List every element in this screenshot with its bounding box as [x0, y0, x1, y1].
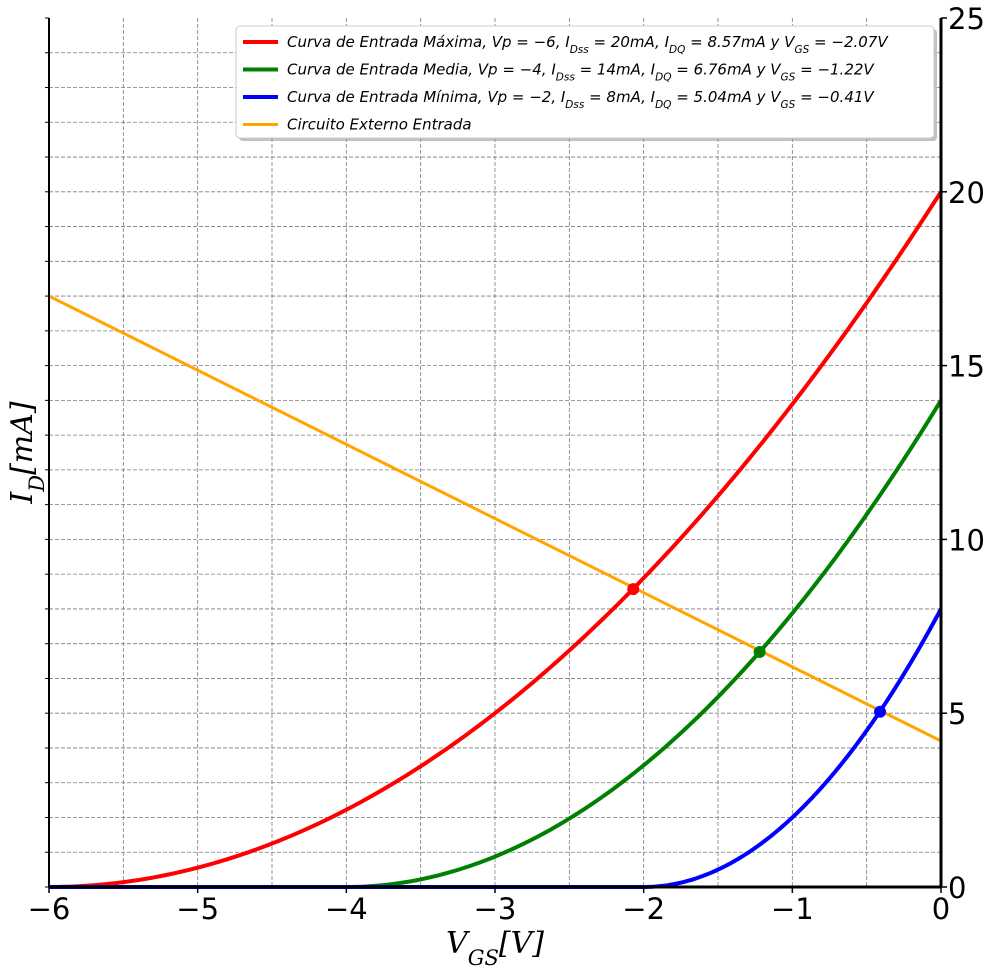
x-tick-label: 0	[932, 892, 950, 926]
series-layer	[48, 190, 943, 889]
y-tick-label: 10	[948, 523, 985, 557]
y-tick-label: 20	[948, 176, 985, 210]
y-tick-label: 15	[948, 350, 985, 384]
legend-entry: Curva de Entrada Mínima, Vp = −2, IDss =…	[287, 88, 875, 111]
x-tick-label: −5	[176, 892, 219, 926]
x-tick-label: −6	[28, 892, 71, 926]
ticks: −6 −5 −4 −3 −2 −1 00 5 10 15 20 25	[28, 2, 985, 926]
legend: Curva de Entrada Máxima, Vp = −6, IDss =…	[235, 25, 937, 141]
y-tick-label: 25	[948, 2, 985, 36]
series-line-1	[49, 399, 943, 889]
x-axis-label: VGS[V]	[446, 926, 544, 967]
y-axis-label: ID[mA]	[5, 401, 49, 505]
y-tick-label: 0	[948, 871, 966, 905]
legend-entry: Curva de Entrada Media, Vp = −4, IDss = …	[287, 61, 875, 84]
q-point-2	[874, 705, 887, 718]
series-line-0	[48, 190, 943, 889]
q-point-0	[627, 583, 640, 596]
x-tick-label: −3	[474, 892, 517, 926]
legend-box	[235, 25, 935, 139]
x-tick-label: −2	[622, 892, 665, 926]
y-tick-label: 5	[948, 697, 966, 731]
grid	[49, 18, 941, 887]
x-tick-label: −4	[325, 892, 368, 926]
legend-entry: Curva de Entrada Máxima, Vp = −6, IDss =…	[287, 33, 889, 56]
legend-entry: Circuito Externo Entrada	[287, 116, 472, 134]
x-tick-label: −1	[771, 892, 814, 926]
series-line-3	[48, 294, 942, 743]
q-point-1	[753, 646, 766, 659]
series-line-2	[49, 607, 943, 889]
